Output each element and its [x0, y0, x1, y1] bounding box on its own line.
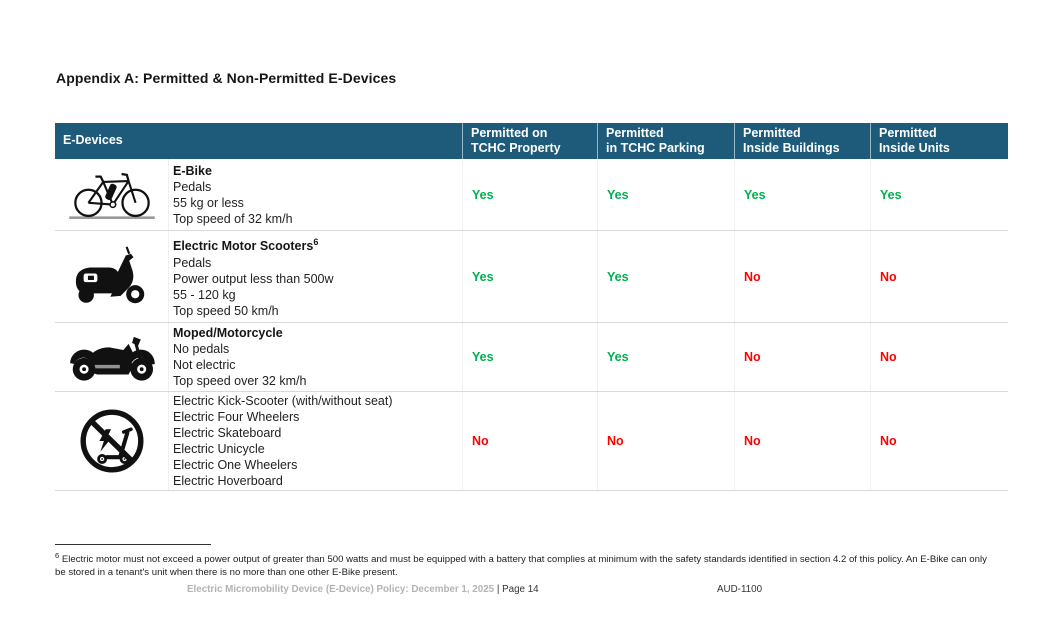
permission-value: No	[462, 392, 597, 490]
permission-value: No	[734, 231, 870, 322]
header-e-devices: E-Devices	[63, 133, 123, 148]
permission-value: Yes	[597, 231, 734, 322]
device-detail: Power output less than 500w	[173, 271, 334, 286]
permission-value: Yes	[462, 323, 597, 391]
device-detail: Top speed over 32 km/h	[173, 374, 307, 388]
table-row-prohibited-devices: Electric Kick-Scooter (with/without seat…	[55, 392, 1008, 491]
footer-policy-title: Electric Micromobility Device (E-Device)…	[187, 584, 495, 595]
permission-value: Yes	[597, 159, 734, 230]
footer-page-number: | Page 14	[494, 584, 539, 595]
permission-value: Yes	[462, 159, 597, 230]
device-detail: Pedals	[173, 179, 212, 194]
header-permitted-units: Permitted Inside Units	[870, 123, 1008, 159]
device-detail: 55 kg or less	[173, 195, 244, 210]
device-name: Electric Motor Scooters6	[173, 237, 319, 254]
device-detail: Electric Skateboard	[173, 426, 282, 440]
prohibited-e-device-icon	[55, 392, 168, 490]
permission-value: Yes	[462, 231, 597, 322]
device-detail: Top speed 50 km/h	[173, 303, 279, 318]
moped-motorcycle-icon	[55, 323, 168, 391]
header-permitted-parking: Permitted in TCHC Parking	[597, 123, 734, 159]
permission-value: No	[734, 323, 870, 391]
device-detail: Pedals	[173, 255, 212, 270]
device-detail: Top speed of 32 km/h	[173, 211, 293, 226]
table-row-electric-motor-scooter: Electric Motor Scooters6 Pedals Power ou…	[55, 231, 1008, 323]
table-row-e-bike: E-Bike Pedals 55 kg or less Top speed of…	[55, 159, 1008, 231]
footer-policy-line: Electric Micromobility Device (E-Device)…	[187, 584, 539, 595]
permission-value: No	[870, 231, 1008, 322]
device-detail: Electric Four Wheelers	[173, 410, 300, 424]
electric-motor-scooter-icon	[55, 231, 168, 322]
device-name: E-Bike	[173, 163, 212, 178]
footer-doc-code: AUD-1100	[717, 584, 763, 595]
footnote: 6 Electric motor must not exceed a power…	[55, 551, 987, 579]
footnote-separator	[55, 544, 211, 545]
device-description: E-Bike Pedals 55 kg or less Top speed of…	[168, 159, 462, 230]
page-title: Appendix A: Permitted & Non-Permitted E-…	[56, 70, 397, 86]
permission-value: Yes	[870, 159, 1008, 230]
footnote-marker: 6	[55, 551, 60, 560]
permission-value: No	[870, 392, 1008, 490]
permission-value: No	[870, 323, 1008, 391]
table-row-moped-motorcycle: Moped/Motorcycle No pedals Not electric …	[55, 323, 1008, 392]
device-detail: 55 - 120 kg	[173, 287, 236, 302]
permission-value: No	[597, 392, 734, 490]
device-detail: Electric Unicycle	[173, 442, 265, 456]
permission-value: Yes	[734, 159, 870, 230]
device-description: Moped/Motorcycle No pedals Not electric …	[168, 323, 462, 391]
e-devices-table: E-Devices Permitted on TCHC Property Per…	[55, 123, 1008, 491]
device-description: Electric Motor Scooters6 Pedals Power ou…	[168, 231, 462, 322]
device-detail: Electric Kick-Scooter (with/without seat…	[173, 394, 393, 408]
device-description: Electric Kick-Scooter (with/without seat…	[168, 392, 462, 490]
header-permitted-buildings: Permitted Inside Buildings	[734, 123, 870, 159]
footnote-reference: 6	[313, 237, 319, 248]
header-permitted-property: Permitted on TCHC Property	[462, 123, 597, 159]
device-detail: Electric Hoverboard	[173, 474, 283, 488]
permission-value: Yes	[597, 323, 734, 391]
permission-value: No	[734, 392, 870, 490]
device-detail: No pedals	[173, 342, 230, 356]
e-bike-icon	[55, 159, 168, 230]
device-detail: Electric One Wheelers	[173, 458, 298, 472]
device-name: Moped/Motorcycle	[173, 326, 283, 340]
device-detail: Not electric	[173, 358, 236, 372]
table-header-row: E-Devices Permitted on TCHC Property Per…	[55, 123, 1008, 159]
